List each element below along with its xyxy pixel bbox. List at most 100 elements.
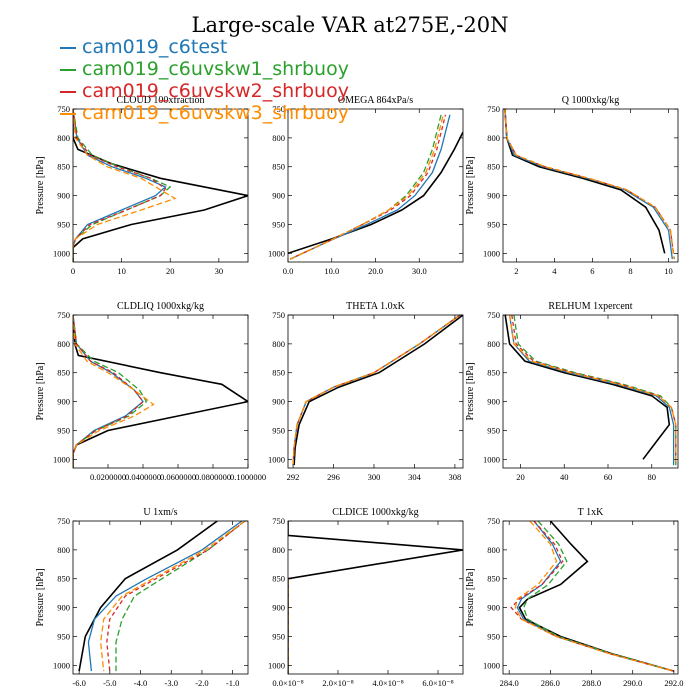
- series-line-1: [504, 109, 673, 260]
- series-line-3: [73, 109, 167, 262]
- y-tick-label: 850: [272, 368, 285, 378]
- x-tick-label: 292: [287, 472, 300, 482]
- y-tick-label: 750: [487, 516, 500, 526]
- x-tick-label: 2: [514, 266, 518, 276]
- subplot-title: U 1xm/s: [143, 507, 177, 518]
- subplot-title: CLDICE 1000xkg/kg: [332, 507, 418, 518]
- y-tick-label: 1000: [483, 660, 500, 670]
- y-tick-label: 750: [272, 104, 285, 114]
- y-tick-label: 1000: [268, 660, 285, 670]
- x-tick-label: 20: [166, 266, 175, 276]
- x-tick-label: 284.0: [500, 678, 519, 688]
- series-line-2: [513, 315, 677, 466]
- series-line-2: [504, 109, 675, 260]
- plot-frame: [502, 314, 679, 469]
- series-line-3: [73, 315, 144, 468]
- y-tick-label: 800: [487, 133, 500, 143]
- series-line-4: [292, 315, 461, 466]
- y-tick-label: 900: [487, 191, 500, 201]
- x-tick-label: -1.0: [226, 678, 239, 688]
- x-tick-label: 10: [117, 266, 126, 276]
- series-line-3: [510, 521, 675, 672]
- x-tick-label: 286.0: [541, 678, 560, 688]
- y-tick-label: 800: [487, 545, 500, 555]
- x-tick-label: -2.0: [195, 678, 208, 688]
- series-group: [288, 521, 463, 674]
- x-tick-label: 300: [368, 472, 381, 482]
- series-group: [288, 114, 463, 260]
- subplot-1: 750 800 850 900 950 1000 0.0 10.0 20.0 30.0 OMEGA …: [268, 95, 464, 276]
- series-line-1: [73, 315, 144, 468]
- y-tick-label: 850: [272, 574, 285, 584]
- x-tick-label: 4: [552, 266, 557, 276]
- y-tick-label: 950: [272, 219, 285, 229]
- x-tick-label: 0.0400000: [125, 472, 161, 482]
- x-tick-label: 6: [590, 266, 594, 276]
- x-tick-label: 0.0200000: [90, 472, 126, 482]
- series-line-1: [508, 315, 675, 466]
- subplot-title: CLDLIQ 1000xkg/kg: [117, 301, 204, 312]
- subplot-3: 75080085090095010000.02000000.04000000.0…: [35, 301, 266, 482]
- series-group: [292, 315, 463, 466]
- y-tick-label: 800: [57, 339, 70, 349]
- y-tick-label: 750: [57, 104, 70, 114]
- x-tick-label: -5.0: [103, 678, 116, 688]
- y-tick-label: 900: [57, 191, 70, 201]
- x-tick-label: 308: [449, 472, 462, 482]
- y-tick-label: 750: [57, 310, 70, 320]
- x-tick-label: 2.0×10⁻⁸: [322, 678, 353, 688]
- subplot-title: RELHUM 1xpercent: [548, 301, 632, 312]
- y-tick-label: 750: [57, 516, 70, 526]
- series-group: [504, 315, 677, 466]
- subplot-title: THETA 1.0xK: [346, 301, 405, 312]
- y-tick-label: 1000: [483, 248, 500, 258]
- y-tick-label: 950: [487, 219, 500, 229]
- x-tick-label: 0.0×10⁻⁸: [272, 678, 303, 688]
- x-tick-label: 40: [560, 472, 569, 482]
- series-line-3: [292, 315, 461, 466]
- y-tick-label: 900: [487, 603, 500, 613]
- x-tick-label: 30: [215, 266, 224, 276]
- y-tick-label: 900: [272, 397, 285, 407]
- x-tick-label: 6.0×10⁻⁸: [422, 678, 453, 688]
- series-line-2: [73, 109, 172, 262]
- y-axis-label: Pressure [hPa]: [35, 362, 46, 420]
- y-tick-label: 750: [487, 104, 500, 114]
- subplot-0: 750 800 850 900 950 10000 10 20 30 CLOUD 100xfrac…: [35, 95, 249, 276]
- x-tick-label: 290.0: [623, 678, 642, 688]
- x-tick-label: 0.0: [283, 266, 294, 276]
- y-tick-label: 850: [57, 162, 70, 172]
- x-tick-label: 4.0×10⁻⁸: [372, 678, 403, 688]
- series-line-1: [292, 315, 461, 466]
- y-tick-label: 1000: [483, 454, 500, 464]
- subplot-title: T 1xK: [578, 507, 604, 518]
- series-line-3: [511, 315, 677, 466]
- y-tick-label: 850: [487, 368, 500, 378]
- y-tick-label: 950: [272, 631, 285, 641]
- y-tick-label: 800: [487, 339, 500, 349]
- y-tick-label: 900: [487, 397, 500, 407]
- series-line-3: [289, 114, 447, 260]
- series-line-0: [73, 109, 248, 262]
- x-tick-label: 20.0: [368, 266, 383, 276]
- series-group: [78, 521, 246, 672]
- plot-frame: [72, 520, 249, 675]
- series-group: [510, 521, 675, 672]
- legend-swatch: [60, 68, 76, 71]
- y-tick-label: 950: [57, 631, 70, 641]
- y-axis-label: Pressure [hPa]: [35, 568, 46, 626]
- legend-swatch: [60, 112, 76, 115]
- series-line-4: [514, 521, 675, 672]
- series-group: [73, 109, 248, 262]
- plot-frame: [72, 108, 249, 263]
- series-line-0: [504, 109, 666, 254]
- y-tick-label: 1000: [268, 248, 285, 258]
- y-tick-label: 800: [272, 133, 285, 143]
- legend-entry-3: cam019_c6uvskw3_shrbuoy: [60, 102, 349, 124]
- x-tick-label: 292.0: [664, 678, 683, 688]
- x-tick-label: 8: [628, 266, 632, 276]
- x-tick-label: 296: [327, 472, 340, 482]
- legend-label: cam019_c6test: [82, 36, 228, 58]
- y-axis-label: Pressure [hPa]: [465, 362, 476, 420]
